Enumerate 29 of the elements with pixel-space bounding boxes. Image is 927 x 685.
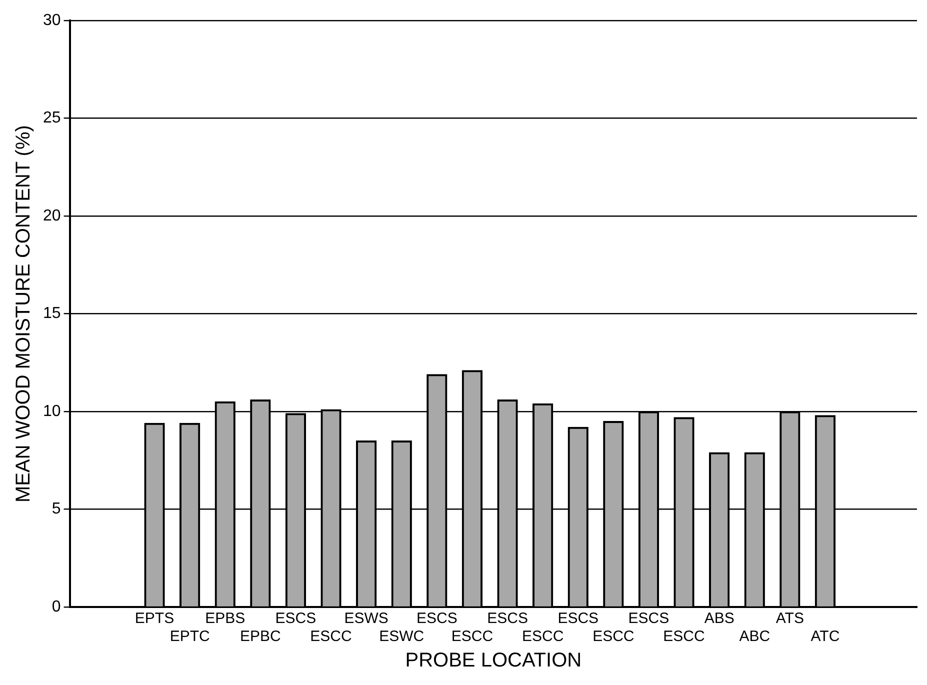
x-tick-label: ABS xyxy=(704,610,734,628)
x-tick-label: EPTS xyxy=(134,610,174,628)
y-tick-label: 30 xyxy=(43,12,61,30)
y-tick-label: 25 xyxy=(43,110,61,127)
x-tick-label: ESCS xyxy=(558,610,599,628)
x-tick-label: ESCC xyxy=(451,628,494,646)
y-tick-label: 15 xyxy=(43,305,61,322)
x-tick-label: ESWC xyxy=(379,628,424,646)
x-tick-label: EPBC xyxy=(240,628,282,646)
x-tick-label: ESCC xyxy=(663,628,706,646)
x-tick-label: ATC xyxy=(810,628,840,646)
x-tick-label: ESCC xyxy=(522,628,564,646)
x-tick-label: ESCC xyxy=(592,628,634,646)
x-tick-label: ESWS xyxy=(344,610,388,628)
x-tick-label: ATS xyxy=(776,610,804,628)
x-tick-label: EPTC xyxy=(170,628,210,646)
y-axis-title: MEAN WOOD MOISTURE CONTENT (%) xyxy=(12,125,35,503)
y-tick-label: 0 xyxy=(52,598,61,616)
x-axis-title: PROBE LOCATION xyxy=(405,650,582,672)
x-tick-label: ESCS xyxy=(487,610,528,628)
x-tick-label: EPBS xyxy=(205,610,246,628)
y-tick-label: 5 xyxy=(52,500,61,518)
y-tick-label: 20 xyxy=(43,207,61,224)
x-tick-label: ABC xyxy=(739,628,770,646)
x-tick-label: ESCC xyxy=(310,628,352,646)
x-tick-label: ESCS xyxy=(275,610,316,628)
x-tick-label: ESCS xyxy=(416,610,458,628)
x-tick-label: ESCS xyxy=(628,610,670,628)
y-tick-label: 10 xyxy=(43,402,61,420)
